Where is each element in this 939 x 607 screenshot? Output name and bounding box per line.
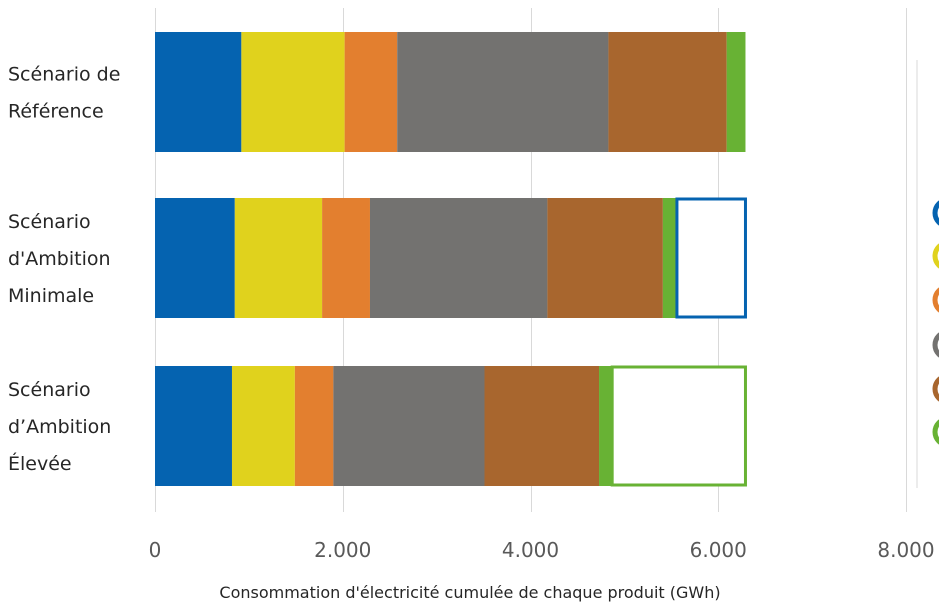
x-tick-labels: 0 2.000 4.000 6.000 8.000 xyxy=(149,538,935,562)
bar-segment-2-1 xyxy=(231,366,295,486)
reduction-boxes xyxy=(610,197,747,487)
category-label-0-0: Scénario de xyxy=(8,64,120,86)
bar-segment-2-4 xyxy=(484,366,600,486)
legend-marker-3 xyxy=(932,332,939,358)
bar-segment-0-2 xyxy=(344,32,398,152)
x-axis-title: Consommation d'électricité cumulée de ch… xyxy=(219,583,720,602)
bar-segment-1-4 xyxy=(547,198,663,318)
x-tick-label-0: 0 xyxy=(149,538,162,562)
bar-segment-1-2 xyxy=(322,198,370,318)
legend-marker-5 xyxy=(932,419,939,445)
bar-segment-1-5 xyxy=(662,198,677,318)
category-label-1-2: Minimale xyxy=(8,285,94,307)
legend xyxy=(916,60,939,488)
bar-segments xyxy=(155,32,746,486)
bar-segment-0-0 xyxy=(155,32,242,152)
category-label-0-1: Référence xyxy=(8,101,104,123)
legend-marker-4 xyxy=(932,376,939,402)
bar-segment-1-3 xyxy=(369,198,548,318)
bar-segment-0-5 xyxy=(726,32,746,152)
category-label-2-0: Scénario xyxy=(8,379,91,401)
category-label-2-2: Élevée xyxy=(8,452,72,475)
legend-marker-1 xyxy=(932,243,939,269)
x-tick-label-4: 8.000 xyxy=(877,538,934,562)
x-tick-label-1: 2.000 xyxy=(314,538,371,562)
reduction-box-1 xyxy=(610,365,747,487)
bar-segment-2-0 xyxy=(155,366,232,486)
bar-segment-0-1 xyxy=(241,32,345,152)
category-label-1-0: Scénario xyxy=(8,211,91,233)
bar-segment-0-3 xyxy=(397,32,609,152)
legend-marker-0 xyxy=(932,200,939,226)
category-label-1-1: d'Ambition xyxy=(8,248,111,270)
x-tick-label-2: 4.000 xyxy=(502,538,559,562)
bar-segment-2-3 xyxy=(333,366,485,486)
bar-segment-0-4 xyxy=(608,32,727,152)
legend-marker-2 xyxy=(932,287,939,313)
reduction-box-0 xyxy=(675,197,747,319)
category-labels: Scénario de Référence Scénario d'Ambition Mi… xyxy=(8,64,120,476)
category-label-2-1: d’Ambition xyxy=(8,416,111,438)
bar-segment-1-0 xyxy=(155,198,235,318)
bar-segment-2-2 xyxy=(294,366,334,486)
bar-segment-1-1 xyxy=(234,198,323,318)
x-tick-label-3: 6.000 xyxy=(690,538,747,562)
